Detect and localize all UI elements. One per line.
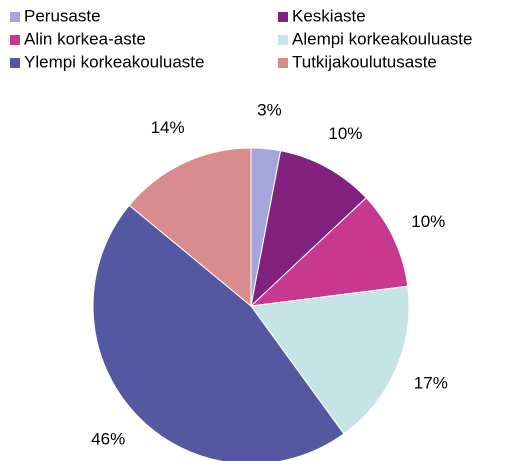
legend-swatch <box>10 35 20 45</box>
pie-slice <box>249 197 409 307</box>
pie-slice <box>250 285 410 435</box>
legend-swatch <box>278 58 288 68</box>
pie-slice <box>92 204 345 461</box>
legend-swatch <box>278 35 288 45</box>
legend-label: Alin korkea-aste <box>24 29 146 48</box>
pie-slice <box>250 150 367 308</box>
data-label: 10% <box>328 124 362 143</box>
data-label: 14% <box>151 118 185 137</box>
legend-label: Ylempi korkeakouluaste <box>24 52 204 71</box>
data-label: 10% <box>411 212 445 231</box>
legend-label: Keskiaste <box>292 6 366 25</box>
data-label: 46% <box>91 430 125 449</box>
legend-swatch <box>10 58 20 68</box>
legend-swatch <box>278 12 288 22</box>
legend-label: Alempi korkeakouluaste <box>292 29 472 48</box>
pie-slice <box>128 147 252 308</box>
data-label: 17% <box>414 373 448 392</box>
data-label: 3% <box>257 100 282 119</box>
legend-label: Tutkijakoulutusaste <box>292 52 437 71</box>
legend-label: Perusaste <box>24 6 101 25</box>
legend-swatch <box>10 12 20 22</box>
